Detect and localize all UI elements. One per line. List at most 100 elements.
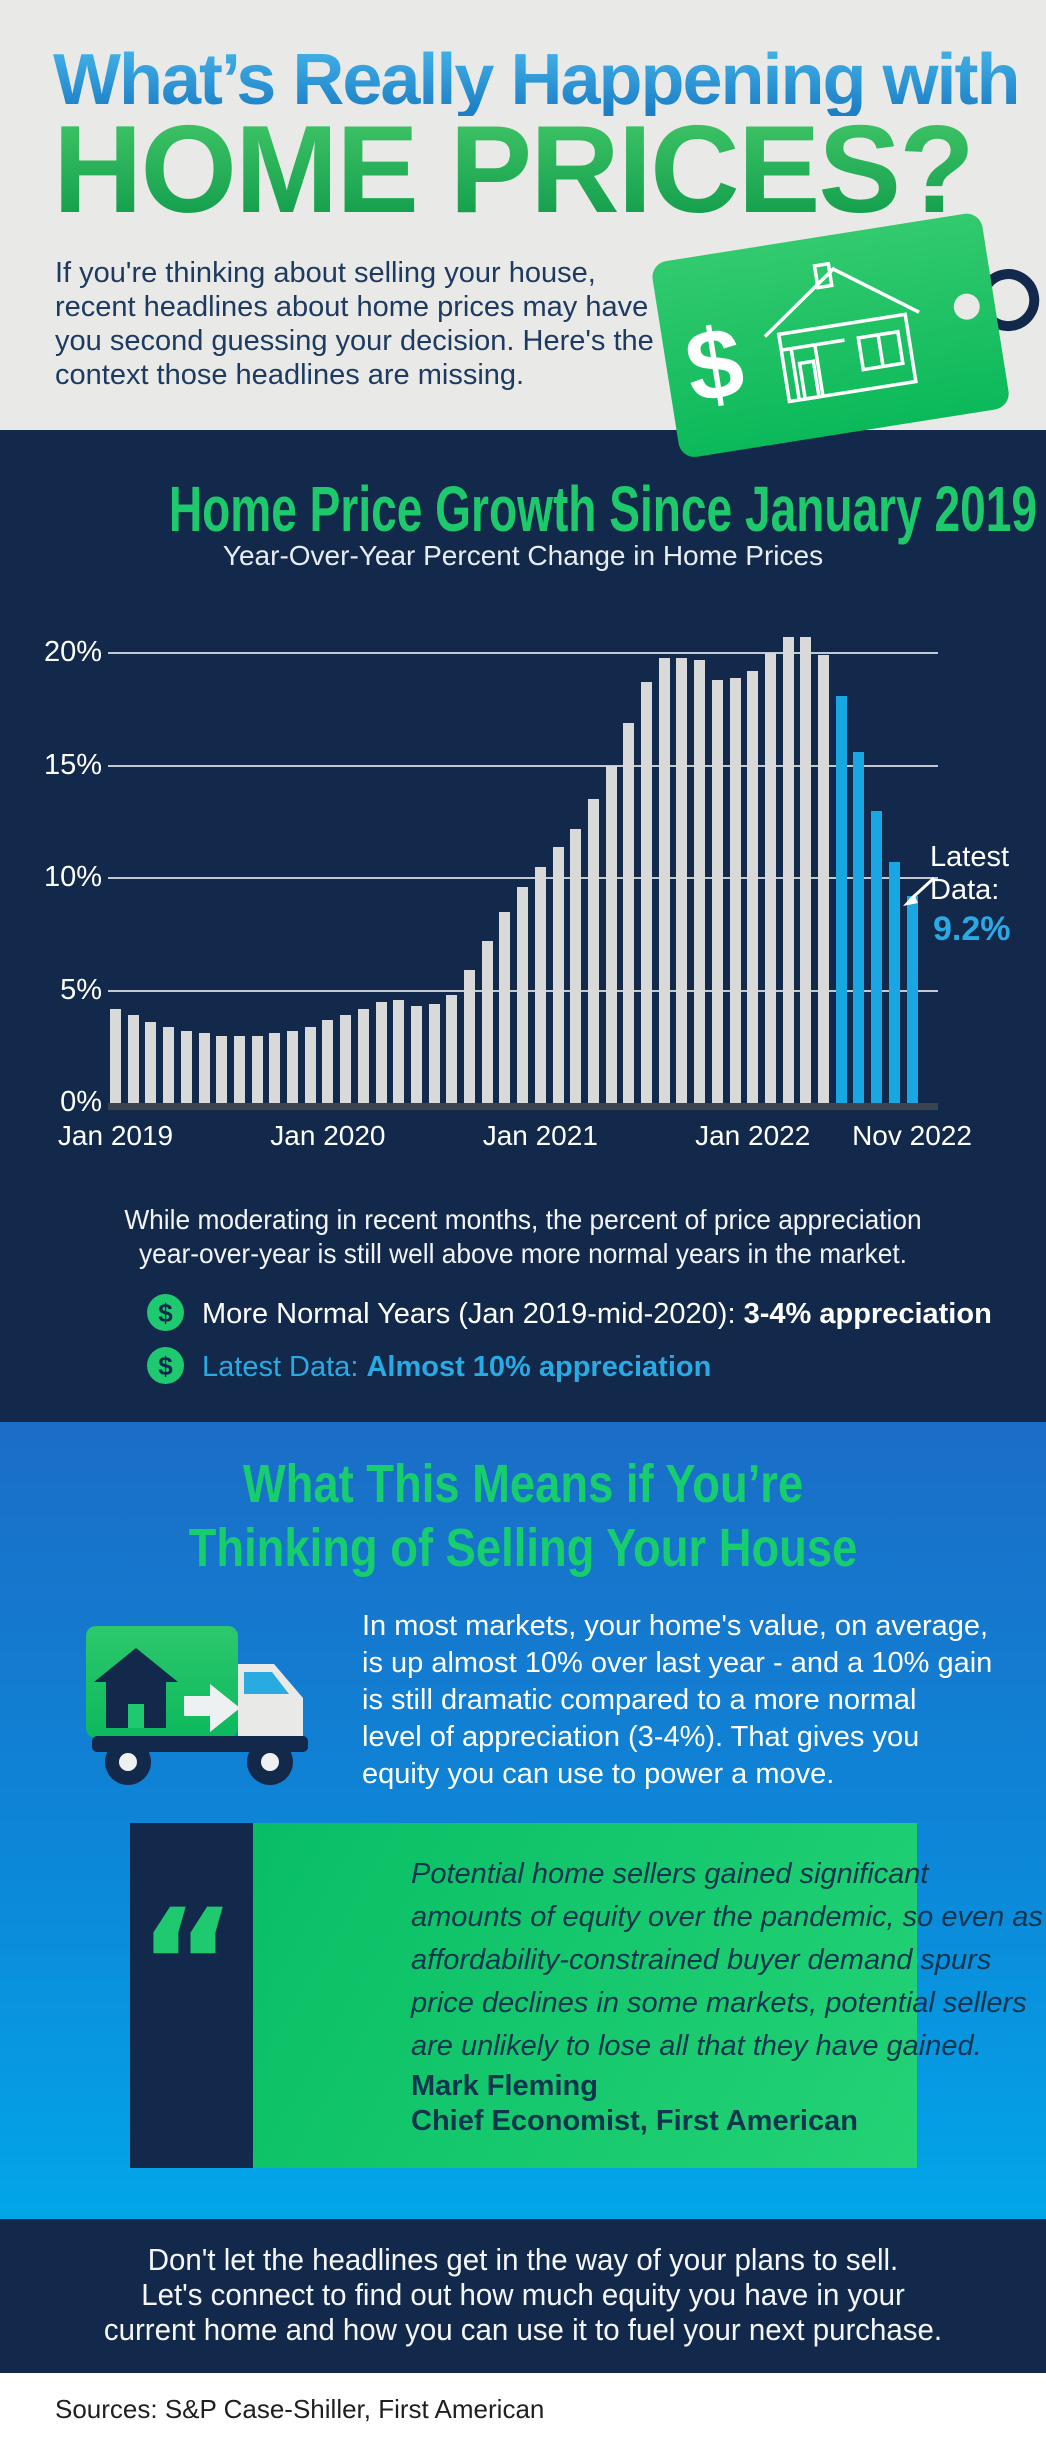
y-tick-label: 5% — [60, 973, 102, 1006]
bar-Sep 2021 — [676, 657, 688, 1103]
x-axis-line — [108, 1103, 938, 1110]
cta-line: current home and how you can use it to f… — [103, 2312, 943, 2347]
bar-Nov 2021 — [711, 680, 723, 1103]
quote-line: are unlikely to lose all that they have … — [411, 2030, 982, 2062]
bar-Mar 2021 — [570, 828, 582, 1103]
bar-Mar 2022 — [782, 637, 794, 1103]
quote-line: price declines in some markets, potentia… — [411, 1987, 1027, 2019]
bar-Jun 2020 — [410, 1006, 422, 1103]
x-tick-label: Nov 2022 — [852, 1120, 972, 1151]
intro-line: context those headlines are missing. — [55, 359, 525, 391]
chart-note: While moderating in recent months, the p… — [0, 1203, 1046, 1271]
chart-note-line: While moderating in recent months, the p… — [124, 1204, 922, 1235]
footer-band — [0, 2373, 1046, 2447]
quote-sidebar: “ — [130, 1823, 253, 2168]
tag-hole — [953, 293, 980, 320]
moving-truck-icon — [86, 1626, 308, 1785]
y-tick-label: 20% — [43, 636, 102, 668]
latest-data-label: Latest — [930, 841, 1009, 873]
bar-Apr 2021 — [587, 799, 599, 1103]
bar-Oct 2021 — [694, 659, 706, 1103]
chart-note-line: year-over-year is still well above more … — [139, 1238, 907, 1269]
quote-line: affordability-constrained buyer demand s… — [411, 1944, 992, 1976]
cta-line: Let's connect to find out how much equit… — [141, 2277, 905, 2312]
x-tick-label: Jan 2019 — [57, 1120, 174, 1151]
bar-Dec 2019 — [304, 1026, 316, 1103]
bar-Apr 2022 — [800, 637, 812, 1103]
bar-Nov 2020 — [499, 911, 511, 1103]
intro-paragraph: If you're thinking about selling your ho… — [55, 256, 654, 392]
bar-Jul 2019 — [216, 1035, 228, 1103]
chart-title-text: Home Price Growth Since January 2019 — [168, 473, 1038, 545]
x-tick-label: Jan 2022 — [695, 1120, 811, 1151]
bar-Nov 2019 — [287, 1031, 298, 1103]
quote-panel: Potential home sellers gained significan… — [253, 1823, 1043, 2168]
intro-line: If you're thinking about selling your ho… — [55, 257, 596, 289]
cta-band — [0, 2219, 1046, 2373]
y-tick-label: 15% — [43, 748, 102, 781]
annotation-arrow-icon — [903, 876, 936, 906]
arrow-right-icon — [184, 1684, 240, 1732]
bullet-prefix: Latest Data: — [202, 1351, 367, 1383]
bar-Aug 2019 — [233, 1035, 245, 1103]
dollar-coin-icon: $ — [147, 1294, 184, 1331]
bar-Jan 2020 — [322, 1019, 334, 1103]
paragraph-line: is up almost 10% over last year - and a … — [362, 1647, 993, 1679]
bullet-prefix: More Normal Years (Jan 2019-mid-2020): — [202, 1298, 744, 1330]
bar-Jun 2021 — [623, 722, 635, 1103]
main-title-line1: What’s Really Happening with — [53, 40, 1020, 120]
bar-Sep 2022 — [888, 862, 900, 1103]
x-tick-label: Jan 2021 — [482, 1120, 598, 1151]
latest-data-value: 9.2% — [933, 910, 1011, 948]
bar-Aug 2021 — [658, 657, 670, 1103]
chart-title: Home Price Growth Since January 2019 — [0, 472, 1046, 546]
bar-Jun 2019 — [198, 1033, 210, 1103]
bar-Feb 2019 — [127, 1015, 139, 1103]
bar-Jul 2020 — [428, 1004, 440, 1103]
quote-line: Potential home sellers gained significan… — [411, 1858, 929, 1890]
quote-mark-icon: “ — [138, 1878, 237, 2052]
selling-heading-line2: Thinking of Selling Your House — [188, 1518, 858, 1578]
bar-Dec 2020 — [517, 887, 529, 1103]
sources-text: Sources: S&P Case-Shiller, First America… — [55, 2394, 545, 2424]
bar-Jul 2021 — [641, 682, 652, 1103]
bar-Apr 2020 — [375, 1001, 387, 1103]
bar-Dec 2021 — [729, 677, 741, 1103]
chart-subtitle: Year-Over-Year Percent Change in Home Pr… — [222, 540, 824, 571]
bar-Jan 2021 — [534, 866, 546, 1103]
bar-Jul 2022 — [853, 752, 865, 1103]
paragraph-line: equity you can use to power a move. — [362, 1758, 835, 1790]
gridline-10% — [108, 877, 938, 879]
gridline-15% — [108, 764, 938, 767]
house-outline-icon — [763, 261, 920, 404]
house-glyph-icon — [94, 1648, 178, 1728]
selling-paragraph: In most markets, your home's value, on a… — [362, 1608, 992, 1793]
quote-line: amounts of equity over the pandemic, so … — [411, 1901, 1043, 1933]
bar-Oct 2019 — [269, 1033, 281, 1103]
quote-author: Mark Fleming — [411, 2070, 598, 2102]
bar-Jan 2019 — [110, 1008, 121, 1103]
y-tick-label: 0% — [60, 1086, 102, 1118]
intro-line: you second guessing your decision. Here'… — [55, 325, 654, 357]
truck-window — [244, 1672, 289, 1694]
bullet-normal-years: More Normal Years (Jan 2019-mid-2020): 3… — [202, 1298, 992, 1331]
bar-Feb 2021 — [552, 846, 564, 1103]
bar-May 2022 — [818, 655, 829, 1103]
cta-text: Don't let the headlines get in the way o… — [0, 2242, 1046, 2347]
bar-May 2019 — [180, 1031, 192, 1103]
quote-author-role: Chief Economist, First American — [411, 2105, 858, 2137]
x-tick-label: Jan 2020 — [270, 1120, 386, 1151]
dollar-coin-icon: $ — [147, 1347, 184, 1384]
selling-heading-line1: What This Means if You’re — [242, 1454, 804, 1514]
price-tag-house-icon: $ — [652, 213, 1040, 457]
bar-Oct 2020 — [481, 941, 493, 1103]
bullet-bold: 3-4% appreciation — [743, 1298, 992, 1330]
bar-Sep 2020 — [464, 970, 475, 1103]
quote-block: “ Potential home sellers gained signific… — [130, 1823, 1043, 2168]
paragraph-line: level of appreciation (3-4%). That gives… — [362, 1721, 920, 1753]
bar-Aug 2020 — [446, 995, 458, 1103]
bar-Feb 2022 — [764, 653, 776, 1103]
paragraph-line: In most markets, your home's value, on a… — [362, 1610, 989, 1642]
